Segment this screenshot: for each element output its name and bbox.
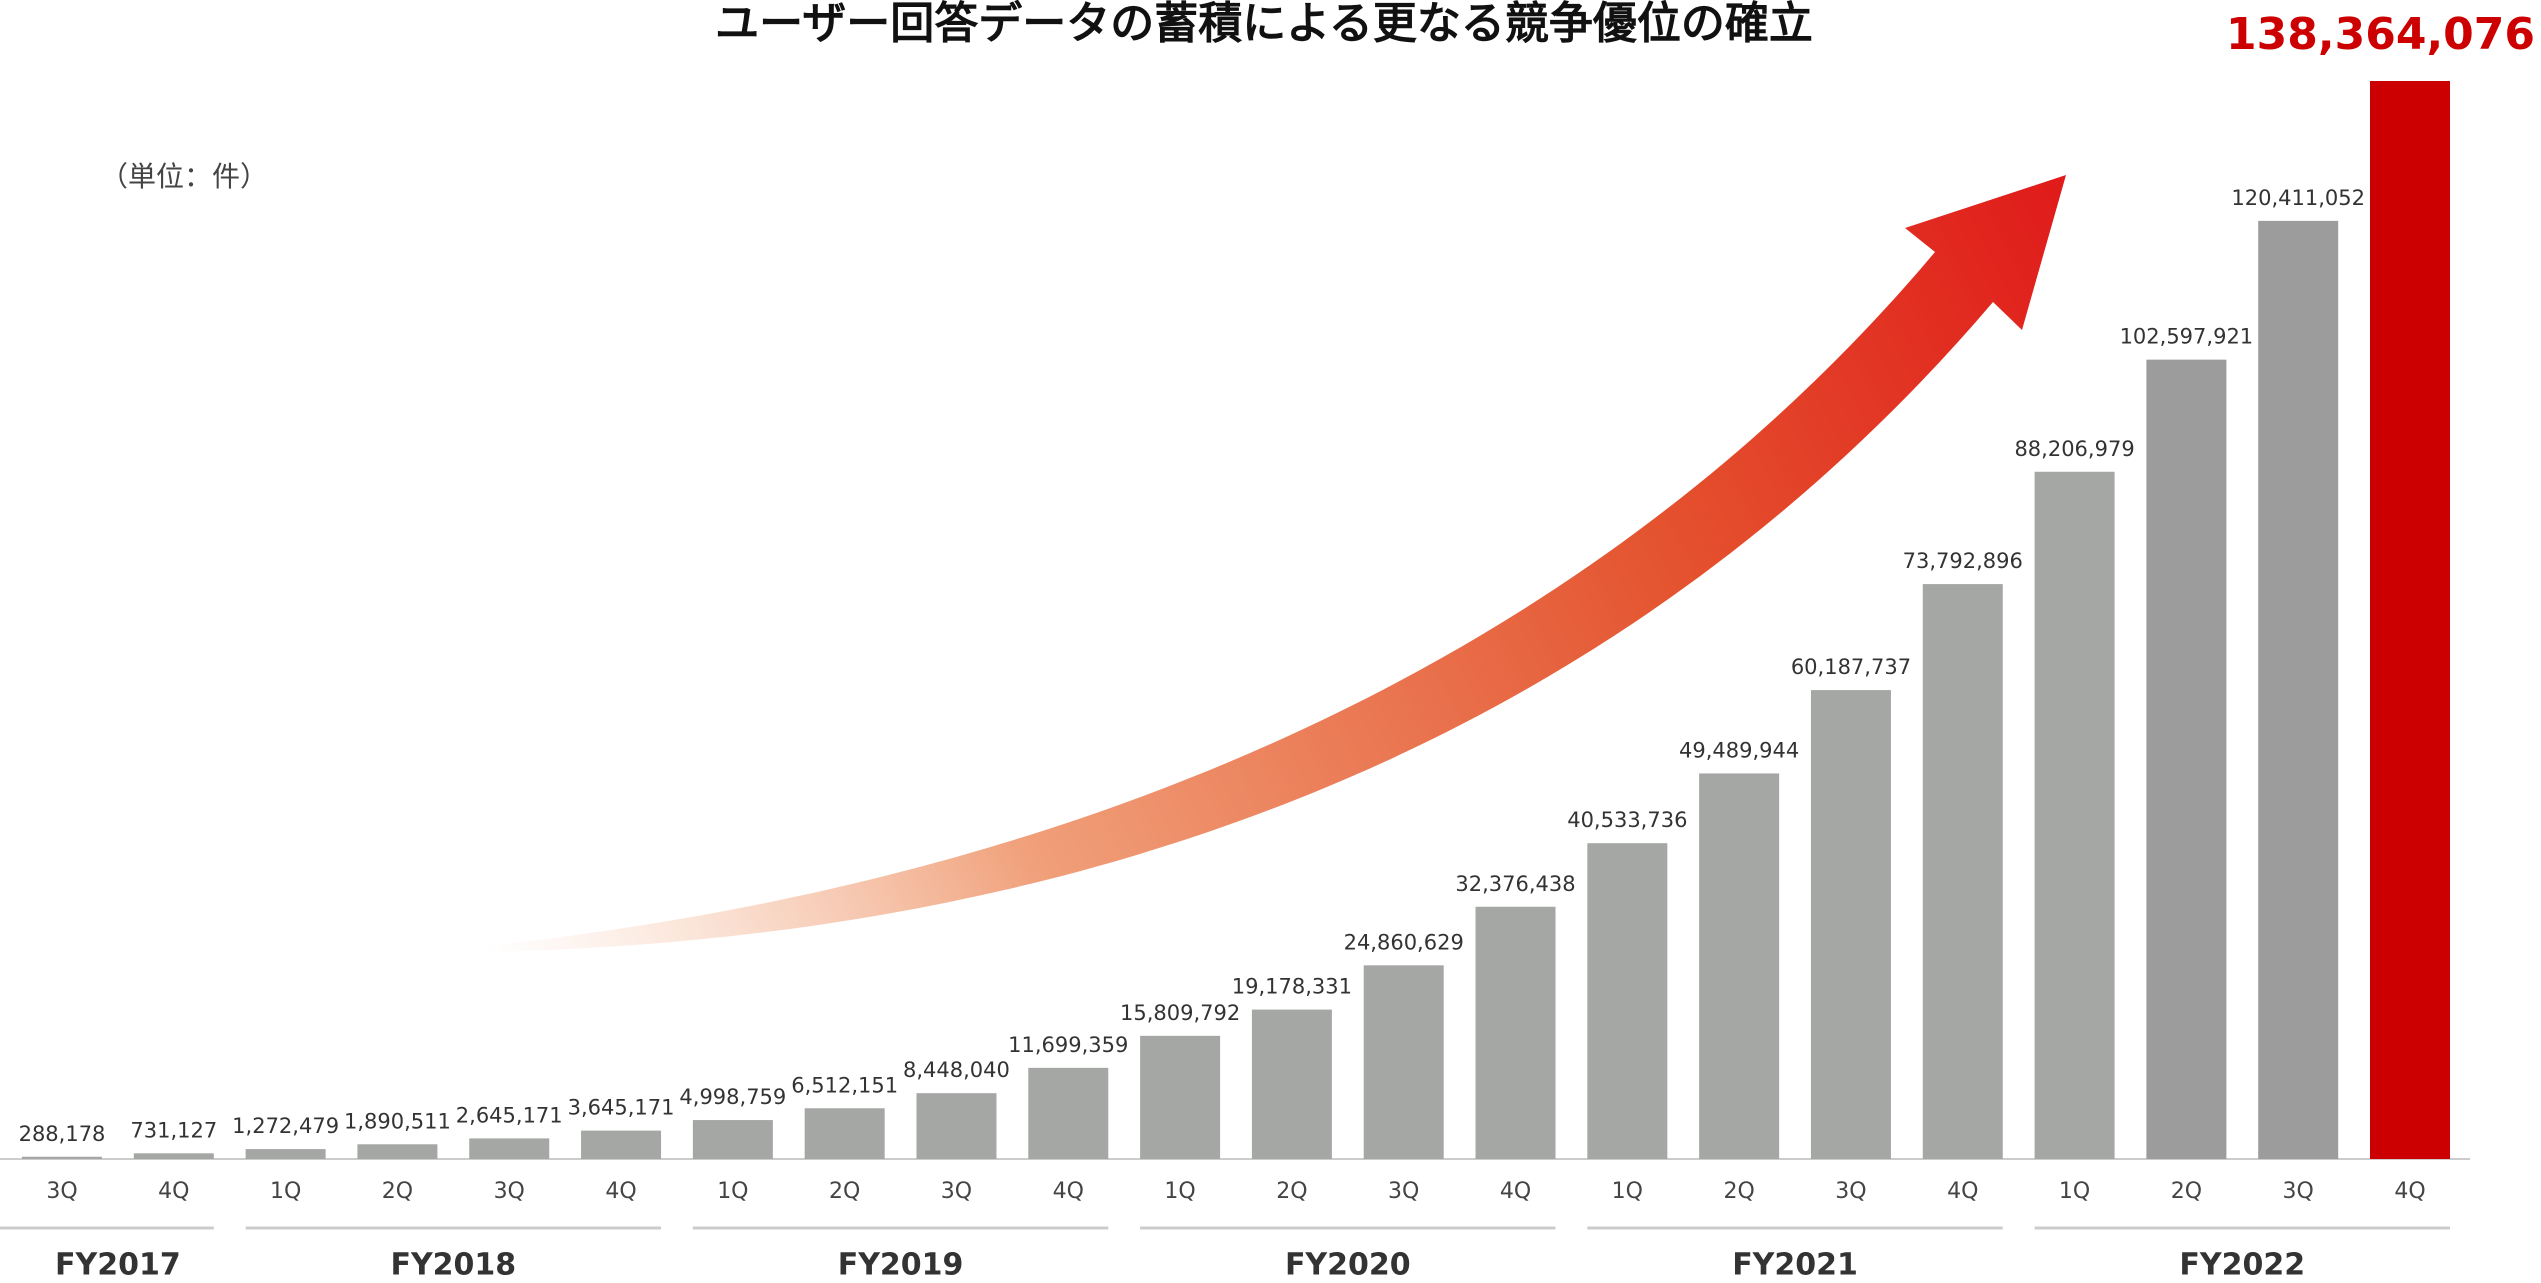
bar bbox=[245, 1149, 326, 1159]
x-tick-label: 1Q bbox=[717, 1179, 748, 1204]
bar bbox=[2146, 359, 2227, 1159]
value-label: 11,699,359 bbox=[1008, 1033, 1128, 1057]
x-tick-label: 2Q bbox=[829, 1179, 860, 1204]
group-label: FY2020 bbox=[1285, 1248, 1411, 1283]
x-tick-label: 4Q bbox=[605, 1179, 636, 1204]
bar bbox=[1251, 1009, 1332, 1159]
x-tick-label: 3Q bbox=[941, 1179, 972, 1204]
bar bbox=[916, 1093, 997, 1159]
value-label: 731,127 bbox=[130, 1118, 217, 1142]
group-label: FY2022 bbox=[2179, 1248, 2305, 1283]
x-tick-label: 2Q bbox=[1723, 1179, 1754, 1204]
x-tick-label: 4Q bbox=[1053, 1179, 1084, 1204]
value-label: 15,809,792 bbox=[1120, 1001, 1240, 1025]
bar bbox=[804, 1108, 885, 1159]
x-tick-label: 1Q bbox=[1612, 1179, 1643, 1204]
bar bbox=[581, 1130, 662, 1159]
x-tick-label: 3Q bbox=[1388, 1179, 1419, 1204]
x-tick-label: 3Q bbox=[1835, 1179, 1866, 1204]
value-label: 49,489,944 bbox=[1679, 738, 1799, 762]
bar bbox=[22, 1156, 102, 1159]
bar bbox=[2258, 220, 2339, 1159]
value-label: 1,890,511 bbox=[344, 1109, 451, 1133]
value-label: 60,187,737 bbox=[1791, 655, 1911, 679]
value-label: 6,512,151 bbox=[791, 1073, 898, 1097]
unit-label: （単位：件） bbox=[100, 160, 268, 193]
value-label: 120,411,052 bbox=[2231, 186, 2365, 210]
value-label: 4,998,759 bbox=[679, 1085, 786, 1109]
x-tick-label: 3Q bbox=[46, 1179, 77, 1204]
value-label: 8,448,040 bbox=[903, 1058, 1010, 1082]
chart-title: ユーザー回答データの蓄積による更なる競争優位の確立 bbox=[715, 0, 1813, 49]
value-label: 3,645,171 bbox=[568, 1096, 675, 1120]
group-label: FY2021 bbox=[1732, 1248, 1858, 1283]
bar bbox=[1699, 773, 1780, 1159]
x-tick-label: 3Q bbox=[2283, 1179, 2314, 1204]
value-label: 1,272,479 bbox=[232, 1114, 339, 1138]
value-label: 88,206,979 bbox=[2014, 437, 2134, 461]
bar bbox=[357, 1144, 438, 1159]
x-tick-label: 2Q bbox=[2171, 1179, 2202, 1204]
bar bbox=[1028, 1067, 1109, 1159]
bar bbox=[692, 1120, 773, 1159]
growth-arrow bbox=[486, 175, 2066, 952]
bar bbox=[2034, 471, 2115, 1159]
x-tick-label: 4Q bbox=[1947, 1179, 1978, 1204]
value-label: 138,364,076 bbox=[2226, 9, 2535, 60]
group-label: FY2018 bbox=[390, 1248, 516, 1283]
x-tick-label: 2Q bbox=[382, 1179, 413, 1204]
bar bbox=[2370, 81, 2450, 1159]
value-label: 2,645,171 bbox=[456, 1103, 563, 1127]
value-label: 24,860,629 bbox=[1344, 930, 1464, 954]
x-tick-label: 4Q bbox=[2394, 1179, 2425, 1204]
group-label: FY2019 bbox=[838, 1248, 964, 1283]
x-tick-label: 1Q bbox=[2059, 1179, 2090, 1204]
value-label: 40,533,736 bbox=[1567, 808, 1687, 832]
value-label: 32,376,438 bbox=[1455, 872, 1575, 896]
bar bbox=[1810, 690, 1891, 1159]
bar bbox=[1587, 843, 1668, 1159]
value-label: 102,597,921 bbox=[2120, 325, 2254, 349]
bar bbox=[1363, 965, 1444, 1159]
bar bbox=[133, 1153, 214, 1159]
x-tick-label: 3Q bbox=[494, 1179, 525, 1204]
bar bbox=[1140, 1035, 1221, 1159]
x-tick-label: 2Q bbox=[1276, 1179, 1307, 1204]
x-tick-label: 4Q bbox=[158, 1179, 189, 1204]
bar bbox=[1475, 906, 1556, 1159]
x-tick-label: 4Q bbox=[1500, 1179, 1531, 1204]
x-tick-label: 1Q bbox=[1164, 1179, 1195, 1204]
bar bbox=[1922, 584, 2003, 1159]
group-label: FY2017 bbox=[55, 1248, 181, 1283]
bar bbox=[469, 1138, 550, 1159]
x-tick-label: 1Q bbox=[270, 1179, 301, 1204]
value-label: 288,178 bbox=[19, 1122, 106, 1146]
value-label: 73,792,896 bbox=[1903, 549, 2023, 573]
value-label: 19,178,331 bbox=[1232, 975, 1352, 999]
